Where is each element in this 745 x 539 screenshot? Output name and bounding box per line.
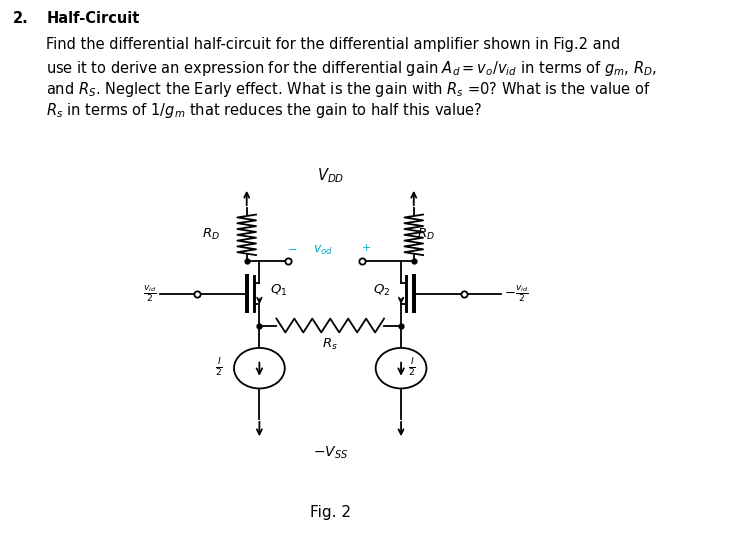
Text: and $R_S$. Neglect the Early effect. What is the gain with $R_s$ =0? What is the: and $R_S$. Neglect the Early effect. Wha… [46,80,650,99]
Text: $+$: $+$ [361,242,372,253]
Text: $-V_{SS}$: $-V_{SS}$ [313,445,348,461]
Text: $Q_1$: $Q_1$ [270,284,288,299]
Text: $Q_2$: $Q_2$ [373,284,390,299]
Text: $R_D$: $R_D$ [202,227,220,243]
Text: $V_{DD}$: $V_{DD}$ [317,167,344,185]
Text: $R_s$ in terms of 1/$g_m$ that reduces the gain to half this value?: $R_s$ in terms of 1/$g_m$ that reduces t… [46,101,483,120]
Text: $v_{od}$: $v_{od}$ [314,244,334,257]
Text: Fig. 2: Fig. 2 [310,505,351,520]
Text: $\frac{v_{id}}{2}$: $\frac{v_{id}}{2}$ [143,283,156,304]
Text: $-\frac{v_{id}}{2}$: $-\frac{v_{id}}{2}$ [504,283,529,304]
Text: Find the differential half-circuit for the differential amplifier shown in Fig.2: Find the differential half-circuit for t… [46,37,621,52]
Text: 2.: 2. [13,11,28,26]
Text: $R_D$: $R_D$ [417,227,435,243]
Text: Half-Circuit: Half-Circuit [46,11,139,26]
Text: $\frac{I}{2}$: $\frac{I}{2}$ [408,357,416,379]
Text: use it to derive an expression for the differential gain $A_d$$=$$v_o/v_{id}$ in: use it to derive an expression for the d… [46,59,657,78]
Text: $-$: $-$ [287,243,297,253]
Text: $\frac{I}{2}$: $\frac{I}{2}$ [215,357,223,379]
Text: $R_s$: $R_s$ [323,337,338,353]
